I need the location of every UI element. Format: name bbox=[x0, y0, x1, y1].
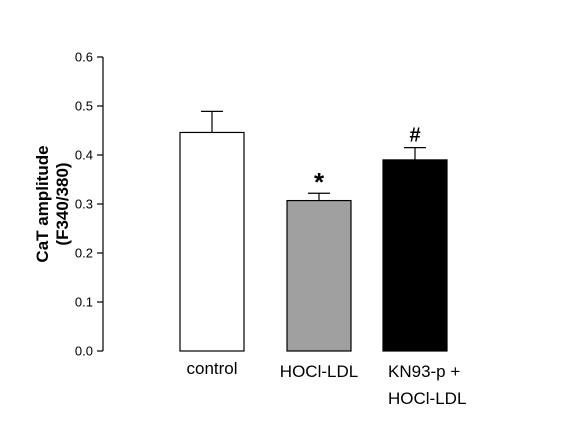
x-category-label-line: KN93-p + bbox=[388, 362, 460, 381]
error-bars bbox=[201, 110, 426, 201]
x-category-label: HOCl-LDL bbox=[280, 362, 358, 381]
y-axis-title-line: (F340/380) bbox=[53, 162, 72, 245]
x-category-label-line: HOCl-LDL bbox=[388, 389, 466, 408]
y-tick-label: 0.0 bbox=[75, 344, 93, 359]
y-tick-label: 0.5 bbox=[75, 99, 93, 114]
y-tick-label: 0.4 bbox=[75, 148, 93, 163]
y-tick-label: 0.3 bbox=[75, 197, 93, 212]
bar bbox=[382, 159, 448, 352]
y-axis: 0.0 0.1 0.2 0.3 0.4 0.5 0.6 bbox=[75, 50, 104, 359]
significance-marker: * bbox=[314, 167, 325, 197]
significance-marker: # bbox=[409, 125, 420, 147]
bar bbox=[179, 131, 245, 352]
y-axis-title: CaT amplitude(F340/380) bbox=[33, 145, 72, 262]
significance-markers: *# bbox=[314, 125, 421, 198]
y-axis-title-text: CaT amplitude(F340/380) bbox=[33, 145, 72, 262]
x-category-label-line: control bbox=[186, 359, 237, 378]
x-category-labels: control HOCl-LDL KN93-p + HOCl-LDL bbox=[186, 359, 466, 408]
y-tick-label: 0.6 bbox=[75, 50, 93, 65]
x-category-label-line: HOCl-LDL bbox=[280, 362, 358, 381]
x-category-label: KN93-p + HOCl-LDL bbox=[388, 362, 466, 408]
x-category-label: control bbox=[186, 359, 237, 378]
y-axis-title-line: CaT amplitude bbox=[33, 145, 52, 262]
y-tick-label: 0.1 bbox=[75, 295, 93, 310]
bar bbox=[286, 199, 352, 352]
bars bbox=[179, 131, 448, 352]
y-tick-label: 0.2 bbox=[75, 246, 93, 261]
